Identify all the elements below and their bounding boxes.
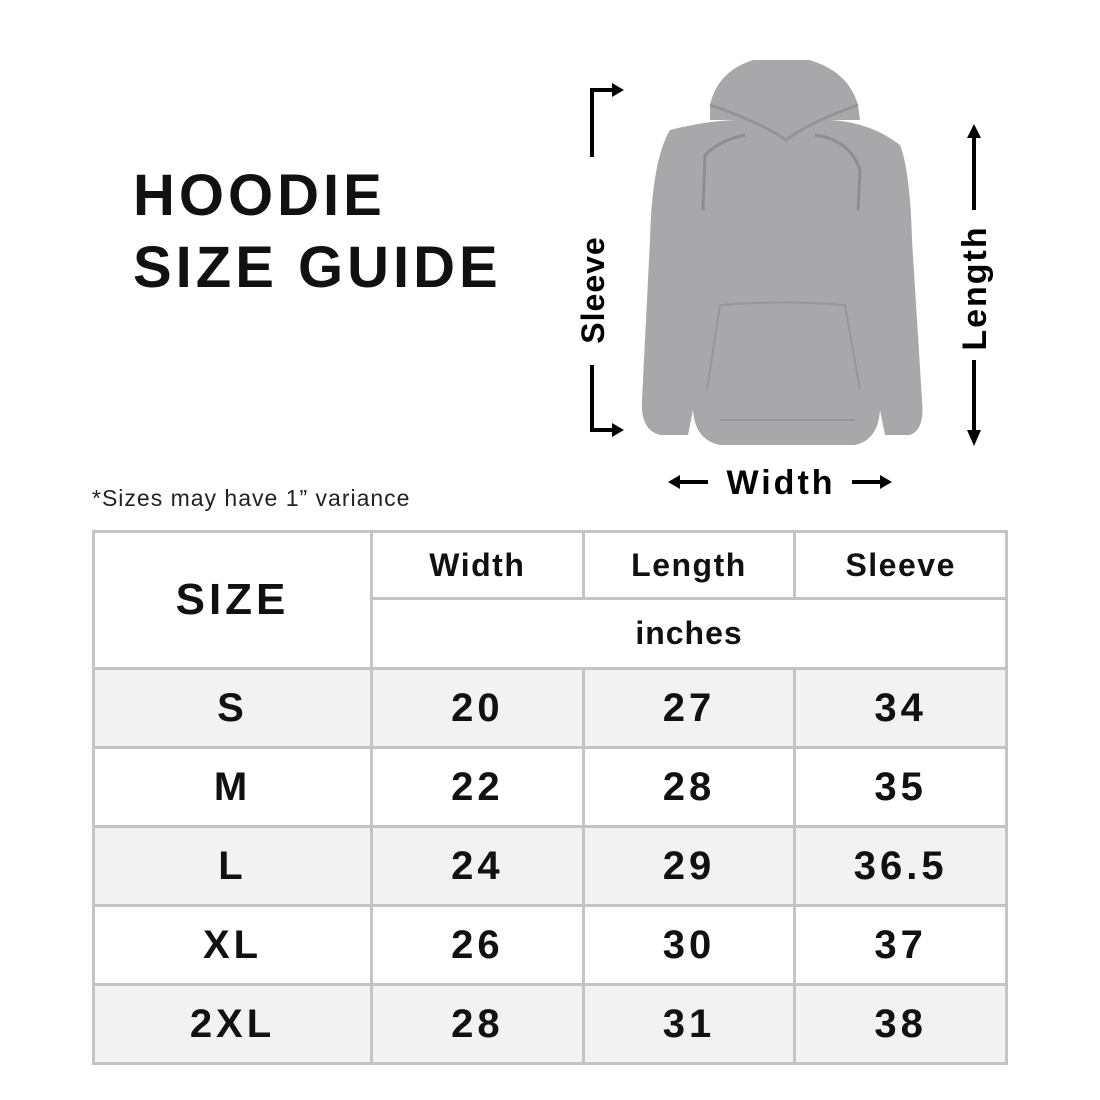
size-cell: L <box>92 825 373 907</box>
table-row: 2XL 28 31 38 <box>92 983 1008 1065</box>
column-header-width: Width <box>370 530 585 600</box>
column-header-sleeve: Sleeve <box>793 530 1008 600</box>
width-cell: 20 <box>370 667 585 749</box>
sleeve-cell: 37 <box>793 904 1008 986</box>
sleeve-arrow-bottom <box>590 365 612 432</box>
title-line-1: HOODIE <box>133 163 386 228</box>
length-cell: 30 <box>581 904 797 986</box>
hoodie-hood <box>710 55 860 120</box>
size-cell: XL <box>92 904 373 986</box>
length-cell: 27 <box>581 667 797 749</box>
sleeve-cell: 34 <box>793 667 1008 749</box>
size-table: SIZE Width Length Sleeve inches S 20 27 … <box>92 530 1008 1065</box>
title-line-2: SIZE GUIDE <box>133 235 502 300</box>
page-title: HOODIE SIZE GUIDE <box>133 160 502 304</box>
width-cell: 26 <box>370 904 585 986</box>
header-row: SIZE Width Length Sleeve <box>92 530 1008 670</box>
hoodie-diagram: Length Sleeve Width <box>560 55 1020 510</box>
size-header: SIZE <box>92 530 373 670</box>
size-cell: M <box>92 746 373 828</box>
table-row: L 24 29 36.5 <box>92 825 1008 907</box>
hoodie-body <box>641 120 923 445</box>
variance-note: *Sizes may have 1” variance <box>92 485 411 511</box>
table-row: XL 26 30 37 <box>92 904 1008 986</box>
column-header-length: Length <box>581 530 797 600</box>
width-cell: 22 <box>370 746 585 828</box>
sleeve-cell: 35 <box>793 746 1008 828</box>
length-cell: 29 <box>581 825 797 907</box>
sleeve-cell: 38 <box>793 983 1008 1065</box>
sleeve-arrow-top <box>590 88 612 157</box>
size-cell: 2XL <box>92 983 373 1065</box>
sleeve-label: Sleeve <box>575 236 611 343</box>
unit-row: inches <box>94 597 1008 670</box>
table-row: S 20 27 34 <box>92 667 1008 749</box>
length-cell: 31 <box>581 983 797 1065</box>
width-cell: 28 <box>370 983 585 1065</box>
unit-label: inches <box>370 597 1008 670</box>
width-cell: 24 <box>370 825 585 907</box>
hoodie-illustration: Length Sleeve Width <box>575 55 994 502</box>
table-row: M 22 28 35 <box>92 746 1008 828</box>
size-cell: S <box>92 667 373 749</box>
sleeve-cell: 36.5 <box>793 825 1008 907</box>
width-label: Width <box>726 464 835 502</box>
length-cell: 28 <box>581 746 797 828</box>
length-label: Length <box>956 225 994 350</box>
